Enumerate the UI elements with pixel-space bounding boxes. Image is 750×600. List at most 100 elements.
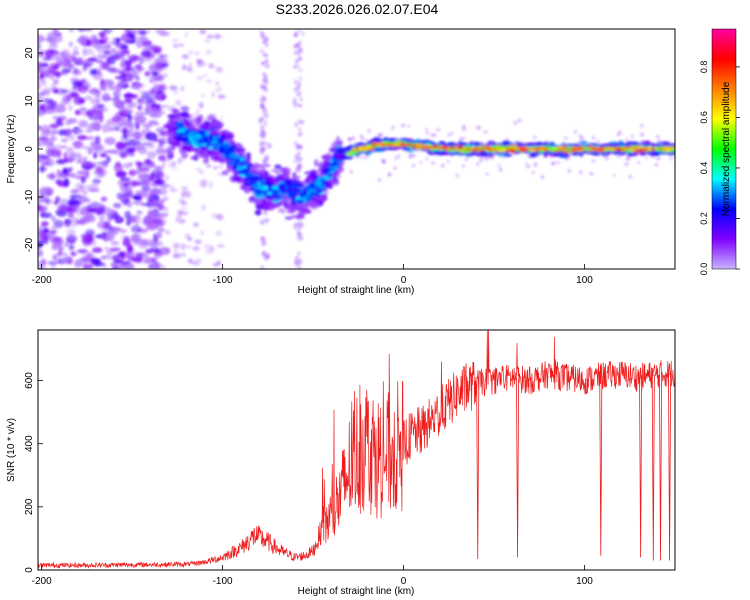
- spectrogram-blob: [154, 166, 163, 170]
- spectrogram-blob: [148, 243, 158, 253]
- spectrogram-blob: [259, 219, 265, 224]
- spectrogram-blob: [100, 255, 107, 260]
- spectrogram-blob: [80, 109, 88, 116]
- spectrogram-blob: [156, 231, 163, 239]
- spectrogram-blob: [50, 225, 59, 231]
- spectrogram-blob: [296, 199, 304, 205]
- spectrogram-blob: [111, 240, 121, 245]
- spectrogram-blob: [322, 168, 331, 173]
- spectrogram-blob: [85, 128, 93, 134]
- spectrogram-blob: [294, 256, 299, 260]
- spectrogram-blob: [144, 70, 150, 77]
- spectrogram-blob: [100, 212, 109, 216]
- spectrogram-blob: [208, 133, 213, 138]
- spectrogram-blob: [161, 156, 168, 162]
- spectrogram-blob: [69, 64, 75, 70]
- spectrogram-blob: [133, 195, 141, 201]
- spectrogram-blob: [73, 260, 81, 266]
- spectrogram-blob: [117, 180, 123, 185]
- spectrogram-blob: [58, 204, 70, 211]
- spectrogram-blob: [317, 184, 326, 190]
- spectrogram-blob: [252, 199, 263, 205]
- spectrogram-blob: [128, 169, 137, 177]
- spectrogram-blob: [174, 123, 181, 127]
- spectrogram-blob: [106, 155, 111, 164]
- spectrogram-blob: [165, 104, 170, 109]
- spectrogram-blob: [193, 129, 197, 135]
- spectrogram-blob: [381, 148, 387, 151]
- spectrogram-blob: [55, 88, 68, 95]
- spectrogram-blob: [260, 265, 265, 269]
- spectrogram-blob: [203, 156, 210, 165]
- spectrogram-blob: [157, 69, 162, 74]
- spectrogram-blob: [119, 60, 125, 67]
- spectrogram-blob: [160, 104, 167, 108]
- spectrogram-blob: [229, 154, 233, 158]
- spectrogram-blob: [105, 248, 117, 254]
- spectrogram-blob: [83, 205, 89, 211]
- spectrogram-blob: [216, 213, 224, 221]
- spectrogram-blob: [38, 139, 45, 148]
- spectrogram-blob: [122, 264, 132, 269]
- spectrogram-blob: [82, 61, 91, 69]
- spectrogram-blob: [292, 200, 296, 205]
- spectrogram-blob: [294, 32, 298, 38]
- spectrogram-blob: [128, 139, 141, 146]
- spectrogram-blob: [229, 175, 238, 183]
- spectrogram-blob: [151, 258, 157, 262]
- spectrogram-blob: [289, 184, 296, 189]
- spectrogram-blob: [179, 129, 186, 133]
- spectrogram-blob: [102, 29, 108, 32]
- spectrogram-blob: [68, 172, 77, 178]
- spectrogram-blob: [42, 87, 55, 93]
- spectrogram-blob: [195, 133, 202, 139]
- spectrogram-blob: [50, 131, 55, 139]
- spectrogram-blob: [169, 85, 176, 91]
- spectrogram-blob: [103, 149, 115, 154]
- spectrogram-blob: [66, 236, 79, 242]
- spectrogram-blob: [181, 54, 189, 60]
- spectrogram-blob: [262, 85, 268, 91]
- spectrogram-blob: [40, 212, 53, 219]
- spectrogram-blob: [84, 29, 93, 32]
- spectrogram-blob: [109, 67, 120, 74]
- spectrogram-blob: [213, 165, 219, 170]
- spectrogram-blob: [74, 109, 81, 116]
- spectrogram-blob: [38, 42, 42, 50]
- spectrogram-blob: [591, 153, 601, 156]
- spectrogram-blob: [675, 145, 681, 148]
- spectrogram-blob: [88, 183, 99, 190]
- spectrogram-blob: [294, 79, 298, 85]
- spectrogram-blob: [84, 95, 93, 101]
- spectrogram-blob: [52, 254, 58, 261]
- spectrogram-blob: [302, 207, 309, 213]
- spectrogram-blob: [296, 235, 301, 241]
- spectrogram-blob: [80, 176, 86, 184]
- spectrogram-blob: [137, 105, 142, 111]
- spectrogram-blob: [125, 131, 138, 138]
- spectrogram-blob: [75, 175, 83, 180]
- spectrogram-blob: [76, 170, 88, 176]
- spectrogram-blob: [183, 211, 189, 216]
- spectrogram-blob: [260, 236, 264, 241]
- spectrogram-blob: [146, 145, 155, 149]
- spectrogram-blob: [197, 114, 204, 122]
- spectrogram-blob: [129, 128, 135, 132]
- spectrogram-blob: [195, 109, 200, 115]
- spectrogram-blob: [180, 252, 187, 258]
- spectrogram-blob: [49, 230, 57, 234]
- spectrogram-blob: [63, 151, 69, 161]
- spectrogram-blob: [100, 35, 109, 43]
- spectrogram-blob: [151, 107, 158, 113]
- spectrogram-blob: [136, 171, 149, 177]
- spectrogram-blob: [68, 244, 75, 251]
- spectrogram-blob: [210, 248, 215, 253]
- spectrogram-blob: [106, 29, 114, 33]
- spectrogram-blob: [291, 175, 300, 180]
- spectrogram-blob: [127, 201, 132, 209]
- spectrogram-blob: [158, 31, 170, 37]
- spectrogram-blob: [134, 118, 146, 125]
- spectrogram-blob: [40, 97, 51, 103]
- spectrogram-blob: [184, 31, 189, 38]
- spectrogram-blob: [46, 109, 57, 114]
